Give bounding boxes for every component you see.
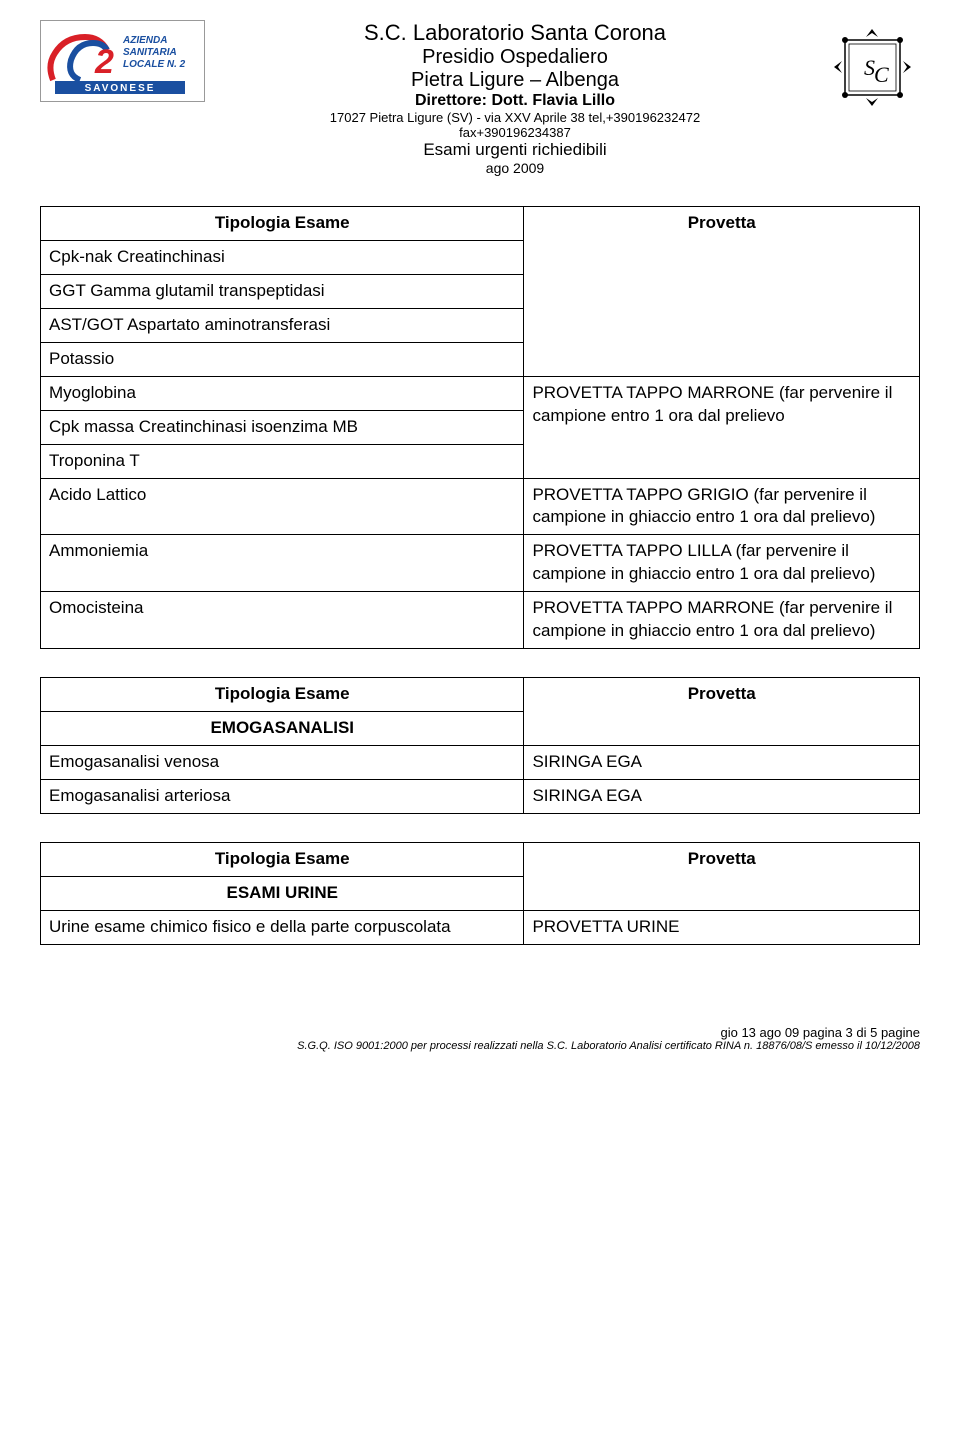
doc-date: ago 2009 xyxy=(215,160,815,176)
org-line2: Presidio Ospedaliero xyxy=(215,46,815,69)
th-tipologia: Tipologia Esame xyxy=(41,842,524,876)
table-row: Omocisteina PROVETTA TAPPO MARRONE (far … xyxy=(41,592,920,649)
footer-cert: S.G.Q. ISO 9001:2000 per processi realiz… xyxy=(297,1040,920,1052)
doc-title: Esami urgenti richiedibili xyxy=(215,140,815,160)
provetta-cell: PROVETTA TAPPO MARRONE (far pervenire il… xyxy=(524,376,920,478)
section-title: EMOGASANALISI xyxy=(41,712,524,746)
exam-cell: Acido Lattico xyxy=(41,478,524,535)
section-title: ESAMI URINE xyxy=(41,876,524,910)
exam-cell: Myoglobina xyxy=(41,376,524,410)
svg-text:AZIENDA: AZIENDA xyxy=(122,35,167,46)
footer-page: gio 13 ago 09 pagina 3 di 5 pagine xyxy=(297,1025,920,1040)
exam-cell: Emogasanalisi venosa xyxy=(41,746,524,780)
svg-text:2: 2 xyxy=(94,43,114,81)
table-exams-2: Tipologia Esame Provetta EMOGASANALISI E… xyxy=(40,677,920,814)
svg-text:LOCALE N. 2: LOCALE N. 2 xyxy=(123,59,186,70)
exam-cell: Omocisteina xyxy=(41,592,524,649)
table-exams-3: Tipologia Esame Provetta ESAMI URINE Uri… xyxy=(40,842,920,945)
th-provetta: Provetta xyxy=(524,207,920,377)
provetta-cell: PROVETTA TAPPO GRIGIO (far pervenire il … xyxy=(524,478,920,535)
address: 17027 Pietra Ligure (SV) - via XXV April… xyxy=(215,110,815,125)
th-tipologia: Tipologia Esame xyxy=(41,678,524,712)
asl-logo-svg: 2 AZIENDA SANITARIA LOCALE N. 2 SAVONESE xyxy=(45,25,200,97)
table-row: Ammoniemia PROVETTA TAPPO LILLA (far per… xyxy=(41,535,920,592)
table-row: Tipologia Esame Provetta xyxy=(41,207,920,241)
table-exams-1: Tipologia Esame Provetta Cpk-nak Creatin… xyxy=(40,206,920,649)
exam-cell: Cpk-nak Creatinchinasi xyxy=(41,240,524,274)
exam-cell: Urine esame chimico fisico e della parte… xyxy=(41,910,524,944)
th-provetta: Provetta xyxy=(524,678,920,746)
footer: gio 13 ago 09 pagina 3 di 5 pagine S.G.Q… xyxy=(40,1025,920,1052)
org-line3: Pietra Ligure – Albenga xyxy=(215,69,815,92)
provetta-cell: PROVETTA TAPPO LILLA (far pervenire il c… xyxy=(524,535,920,592)
svg-text:SANITARIA: SANITARIA xyxy=(123,47,177,58)
provetta-cell: PROVETTA TAPPO MARRONE (far pervenire il… xyxy=(524,592,920,649)
th-tipologia: Tipologia Esame xyxy=(41,207,524,241)
exam-cell: Cpk massa Creatinchinasi isoenzima MB xyxy=(41,410,524,444)
asl-logo: 2 AZIENDA SANITARIA LOCALE N. 2 SAVONESE xyxy=(40,20,205,102)
seal: S C xyxy=(825,20,920,115)
table-row: Tipologia Esame Provetta xyxy=(41,678,920,712)
svg-text:C: C xyxy=(874,62,889,87)
table-row: Tipologia Esame Provetta xyxy=(41,842,920,876)
provetta-cell: SIRINGA EGA xyxy=(524,746,920,780)
exam-cell: GGT Gamma glutamil transpeptidasi xyxy=(41,274,524,308)
provetta-cell: PROVETTA URINE xyxy=(524,910,920,944)
fax: fax+390196234387 xyxy=(215,125,815,140)
seal-svg: S C xyxy=(830,25,915,110)
table-row: Myoglobina PROVETTA TAPPO MARRONE (far p… xyxy=(41,376,920,410)
table-row: Acido Lattico PROVETTA TAPPO GRIGIO (far… xyxy=(41,478,920,535)
th-provetta: Provetta xyxy=(524,842,920,910)
exam-cell: AST/GOT Aspartato aminotransferasi xyxy=(41,308,524,342)
table-row: Emogasanalisi arteriosa SIRINGA EGA xyxy=(41,779,920,813)
header: 2 AZIENDA SANITARIA LOCALE N. 2 SAVONESE… xyxy=(40,20,920,176)
table-row: Emogasanalisi venosa SIRINGA EGA xyxy=(41,746,920,780)
org-line1: S.C. Laboratorio Santa Corona xyxy=(215,20,815,46)
provetta-cell: SIRINGA EGA xyxy=(524,779,920,813)
director: Direttore: Dott. Flavia Lillo xyxy=(215,92,815,110)
table-row: Urine esame chimico fisico e della parte… xyxy=(41,910,920,944)
exam-cell: Ammoniemia xyxy=(41,535,524,592)
exam-cell: Emogasanalisi arteriosa xyxy=(41,779,524,813)
exam-cell: Potassio xyxy=(41,342,524,376)
center-header: S.C. Laboratorio Santa Corona Presidio O… xyxy=(215,20,815,176)
exam-cell: Troponina T xyxy=(41,444,524,478)
svg-text:SAVONESE: SAVONESE xyxy=(85,83,156,94)
